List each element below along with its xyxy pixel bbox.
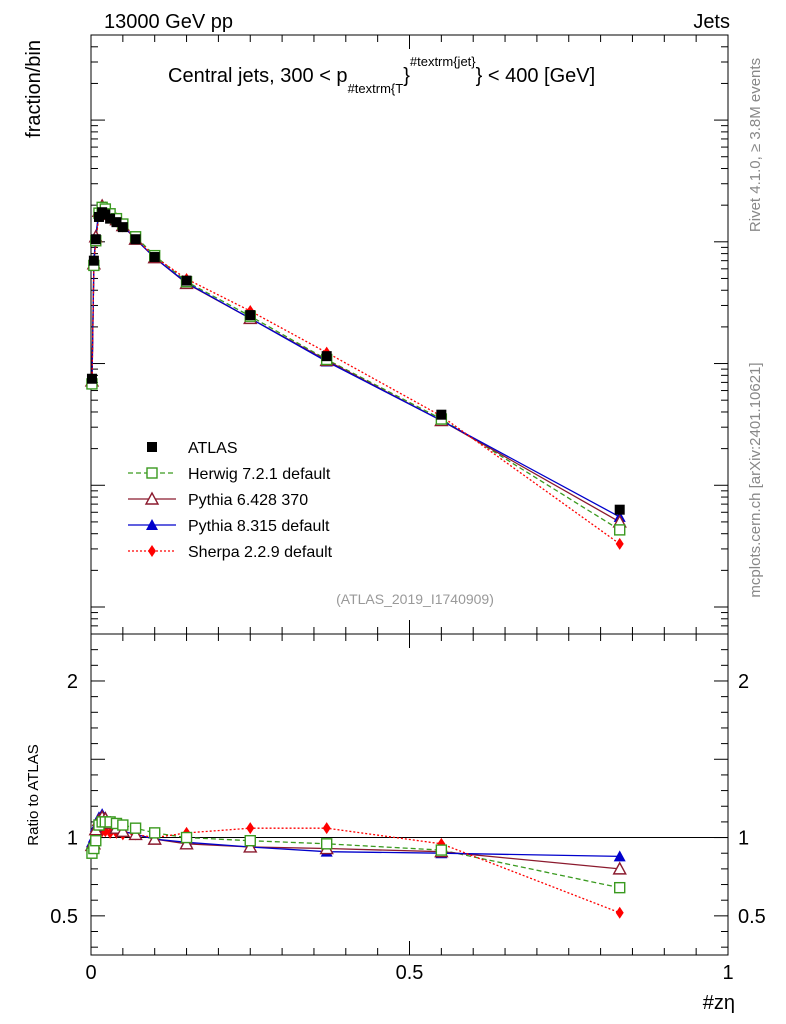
title-superscript: #textrm{jet} bbox=[410, 54, 476, 69]
series-line-3 bbox=[91, 204, 621, 518]
legend-label-3: Pythia 8.315 default bbox=[188, 518, 330, 535]
main-frame bbox=[90, 34, 729, 635]
ratio-point-1 bbox=[179, 836, 194, 850]
ratio-series-line-1 bbox=[91, 816, 620, 870]
data-point-0 bbox=[90, 234, 101, 245]
main-panel: fraction/bin Central jets, 300 < p#textrm… bbox=[23, 34, 729, 635]
y-axis-label: fraction/bin bbox=[23, 40, 45, 138]
data-point-0 bbox=[86, 373, 97, 384]
legend-label-0: ATLAS bbox=[188, 440, 238, 457]
data-point-0 bbox=[614, 504, 625, 515]
header-left: 13000 GeV pp bbox=[104, 11, 233, 33]
legend-label-4: Sherpa 2.2.9 default bbox=[188, 544, 333, 561]
x-tick-label: 0 bbox=[85, 962, 96, 984]
data-point-0 bbox=[321, 351, 332, 362]
legend-marker-4 bbox=[148, 545, 156, 557]
legend-marker-0 bbox=[147, 442, 157, 452]
ratio-point-0 bbox=[180, 831, 193, 844]
ratio-point-0 bbox=[129, 822, 142, 834]
ratio-point-0 bbox=[148, 827, 161, 839]
ratio-point-1 bbox=[128, 826, 143, 841]
ratio-point-0 bbox=[320, 838, 333, 850]
data-point-0 bbox=[245, 310, 256, 321]
ratio-panel: 1 1 2 2 0.5 0.5 0 1 0.5 Ratio to ATLAS #zη bbox=[25, 633, 766, 1014]
mcplots-label: mcplots.cern.ch [arXiv:2401.10621] bbox=[747, 362, 764, 597]
ratio-point-0 bbox=[117, 819, 129, 831]
data-point-0 bbox=[88, 255, 99, 266]
data-point-0 bbox=[117, 222, 128, 233]
analysis-watermark: (ATLAS_2019_I1740909) bbox=[336, 591, 494, 607]
data-point-0 bbox=[181, 275, 192, 286]
ratio-y-tick-label-right: 2 bbox=[738, 671, 749, 693]
x-tick-label: 0.5 bbox=[396, 962, 424, 984]
ratio-point-0 bbox=[614, 881, 626, 894]
ratio-point-2 bbox=[613, 850, 626, 862]
legend-label-1: Herwig 7.2.1 default bbox=[188, 466, 331, 483]
data-point-4 bbox=[615, 537, 624, 550]
title-main: Central jets, 300 < p bbox=[168, 65, 348, 87]
ratio-point-0 bbox=[435, 844, 448, 856]
x-axis-label: #zη bbox=[703, 992, 735, 1014]
data-point-0 bbox=[111, 217, 122, 228]
legend-marker-2 bbox=[144, 491, 160, 505]
ratio-point-1 bbox=[115, 823, 131, 837]
series-line-4 bbox=[91, 209, 621, 545]
ratio-point-3 bbox=[246, 822, 255, 835]
ratio-point-1 bbox=[147, 831, 162, 845]
plot-title: Central jets, 300 < p#textrm{T}#textrm{j… bbox=[168, 54, 595, 96]
ratio-point-1 bbox=[612, 861, 627, 875]
header-right: Jets bbox=[693, 11, 730, 33]
ratio-point-0 bbox=[244, 834, 256, 847]
ratio-y-tick-label-right: 1 bbox=[738, 828, 749, 850]
ratio-y-tick-label: 2 bbox=[67, 671, 78, 693]
ratio-y-tick-label: 0.5 bbox=[50, 906, 78, 928]
x-tick-label: 1 bbox=[722, 962, 733, 984]
ratio-y-tick-label: 1 bbox=[67, 828, 78, 850]
ratio-point-3 bbox=[322, 822, 331, 835]
title-brace: } bbox=[403, 65, 410, 87]
ratio-point-1 bbox=[243, 839, 258, 853]
ratio-point-3 bbox=[615, 906, 624, 919]
legend-marker-1 bbox=[146, 467, 158, 479]
ratio-y-tick-label-right: 0.5 bbox=[738, 906, 766, 928]
title-subscript: #textrm{T bbox=[348, 81, 404, 96]
title-tail: } < 400 [GeV] bbox=[476, 65, 596, 87]
data-point-0 bbox=[436, 409, 447, 420]
ratio-frame bbox=[90, 633, 729, 956]
data-point-0 bbox=[149, 252, 160, 263]
legend-label-2: Pythia 6.428 370 bbox=[188, 492, 308, 509]
legend-marker-3 bbox=[146, 519, 158, 530]
rivet-label: Rivet 4.1.0, ≥ 3.8M events bbox=[747, 58, 764, 232]
ratio-point-0 bbox=[90, 834, 102, 847]
data-point-0 bbox=[130, 234, 141, 245]
data-point-1 bbox=[614, 524, 626, 536]
data-point-0 bbox=[105, 213, 116, 224]
ratio-y-axis-label: Ratio to ATLAS bbox=[25, 744, 42, 845]
